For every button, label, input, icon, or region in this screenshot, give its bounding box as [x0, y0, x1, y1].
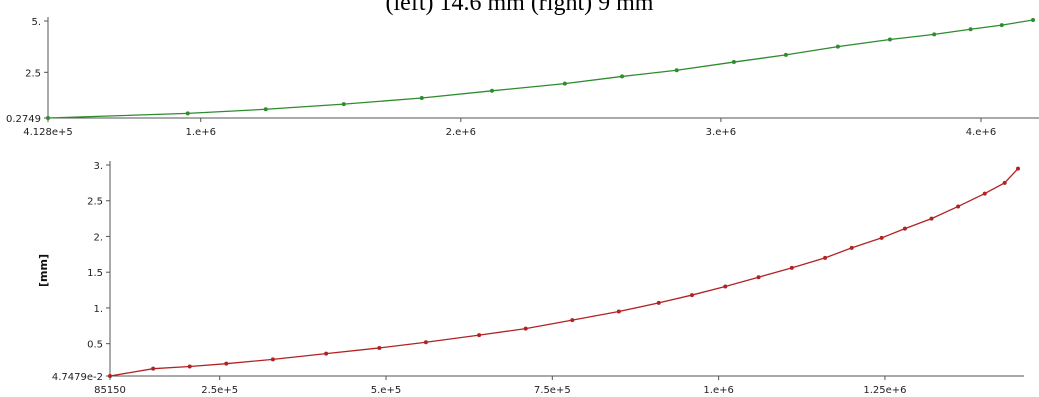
y-tick-label: 2. — [93, 232, 103, 243]
data-point — [723, 284, 728, 289]
data-point — [263, 107, 268, 112]
data-point — [341, 102, 346, 107]
x-tick-label: 7.5e+5 — [534, 385, 571, 396]
y-tick-label: 5. — [31, 17, 41, 28]
data-point — [620, 74, 625, 79]
series-line — [109, 168, 1019, 377]
data-point — [849, 245, 854, 250]
data-point — [570, 318, 575, 323]
data-point — [224, 361, 229, 366]
data-point — [477, 333, 482, 338]
y-tick-label: 0.5 — [87, 340, 103, 351]
x-tick-label: 2.5e+5 — [201, 385, 238, 396]
data-point — [656, 300, 661, 305]
x-tick-label: 2.e+6 — [446, 127, 476, 138]
x-tick-label: 1.e+6 — [703, 385, 733, 396]
x-tick-label: 1.25e+6 — [863, 385, 906, 396]
bottom-chart: 85150 2.5e+5 5.e+5 7.5e+5 1.e+6 1.25e+6 4.7479… — [37, 161, 1024, 396]
data-point — [1002, 180, 1007, 185]
data-point — [151, 366, 156, 371]
data-point — [835, 44, 840, 49]
data-point — [731, 60, 736, 65]
y-axis-label: [mm] — [37, 254, 50, 287]
data-point — [523, 326, 528, 331]
y-tick-label: 0.2749 — [6, 114, 41, 125]
data-point — [616, 309, 621, 314]
data-point — [999, 23, 1004, 28]
y-tick-label: 4.7479e-2 — [52, 372, 103, 383]
data-point — [423, 340, 428, 345]
y-tick-label: 3. — [93, 161, 103, 172]
y-tick-label: 2.5 — [25, 68, 41, 79]
top-chart: 4.128e+5 1.e+6 2.e+6 3.e+6 4.e+6 0.2749 2.5 5. — [6, 17, 1039, 138]
data-point — [968, 27, 973, 32]
x-tick-label: 3.e+6 — [706, 127, 736, 138]
data-point — [674, 68, 679, 73]
data-point — [783, 52, 788, 57]
data-point — [690, 293, 695, 298]
data-point — [956, 204, 961, 209]
data-point — [419, 95, 424, 100]
x-tick-label: 4.128e+5 — [23, 127, 73, 138]
data-point — [902, 226, 907, 231]
data-point — [756, 275, 761, 280]
data-point — [185, 111, 190, 116]
data-point — [1031, 17, 1035, 22]
data-point — [562, 81, 567, 86]
figure-title: (left) 14.6 mm (right) 9 mm — [385, 0, 654, 16]
data-point — [932, 32, 937, 37]
data-point — [982, 191, 987, 196]
x-tick-label: 5.e+5 — [371, 385, 401, 396]
y-tick-label: 2.5 — [87, 197, 103, 208]
data-point — [929, 216, 934, 221]
data-point — [789, 265, 794, 270]
x-tick-label: 85150 — [94, 385, 126, 396]
x-tick-label: 4.e+6 — [966, 127, 996, 138]
data-point — [108, 374, 112, 378]
series-line — [47, 19, 1034, 119]
data-point — [324, 351, 329, 356]
data-point — [187, 364, 192, 369]
data-point — [46, 116, 50, 120]
y-tick-label: 1. — [93, 304, 103, 315]
data-point — [377, 345, 382, 350]
data-point — [270, 357, 275, 362]
data-point — [490, 88, 495, 93]
data-point — [879, 235, 884, 240]
data-point — [823, 255, 828, 260]
y-tick-label: 1.5 — [87, 268, 103, 279]
data-point — [887, 37, 892, 42]
x-tick-label: 1.e+6 — [186, 127, 216, 138]
data-point — [1016, 166, 1020, 171]
